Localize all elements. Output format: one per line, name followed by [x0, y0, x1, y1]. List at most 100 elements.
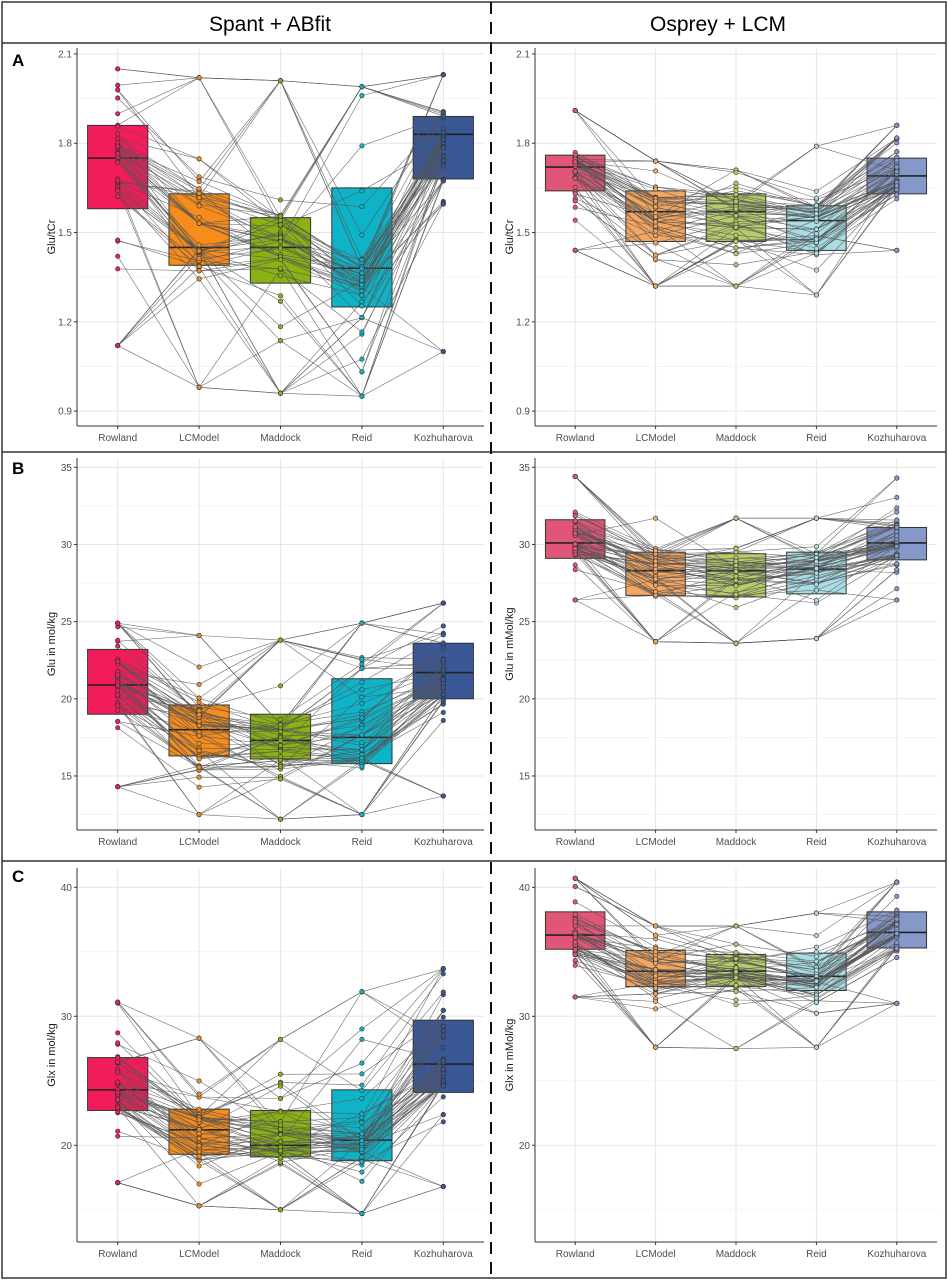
data-point-reid — [813, 1010, 819, 1016]
data-point-lcmodel — [196, 681, 202, 687]
y-tick-label: 20 — [519, 1141, 531, 1152]
data-point-reid — [359, 270, 365, 276]
data-point-kozhuharova — [894, 122, 900, 128]
data-point-kozhuharova — [440, 709, 446, 715]
x-tick-label-rowland: Rowland — [98, 1249, 137, 1260]
data-point-reid — [813, 967, 819, 973]
data-point-maddock — [733, 975, 739, 981]
data-point-reid — [359, 303, 365, 309]
data-point-kozhuharova — [440, 684, 446, 690]
x-tick-label-kozhuharova: Kozhuharova — [414, 433, 473, 444]
data-point-kozhuharova — [440, 718, 446, 724]
chart-panels: 0.9 1.2 1.5 1.8 2.1 Rowland LCModel Maddock Reid… — [46, 48, 937, 1260]
data-point-rowland — [572, 947, 578, 953]
data-point-reid — [813, 555, 819, 561]
data-point-maddock — [733, 640, 739, 646]
data-point-reid — [359, 656, 365, 662]
data-point-reid — [359, 763, 365, 769]
data-point-reid — [359, 1146, 365, 1152]
y-tick-label: 1.2 — [516, 317, 530, 328]
data-point-kozhuharova — [440, 600, 446, 606]
data-point-maddock — [277, 298, 283, 304]
data-point-kozhuharova — [894, 140, 900, 146]
data-point-kozhuharova — [894, 543, 900, 549]
data-point-rowland — [115, 999, 121, 1005]
data-point-reid — [359, 277, 365, 283]
data-point-maddock — [733, 239, 739, 245]
data-point-maddock — [733, 982, 739, 988]
data-point-kozhuharova — [440, 692, 446, 698]
x-tick-label-rowland: Rowland — [98, 837, 137, 848]
data-point-rowland — [572, 930, 578, 936]
data-point-maddock — [733, 941, 739, 947]
data-point-maddock — [277, 816, 283, 822]
x-tick-label-reid: Reid — [806, 433, 827, 444]
data-point-lcmodel — [653, 973, 659, 979]
data-point-lcmodel — [196, 242, 202, 248]
data-point-maddock — [733, 591, 739, 597]
data-point-kozhuharova — [894, 517, 900, 523]
data-point-maddock — [277, 1126, 283, 1132]
data-point-rowland — [572, 567, 578, 573]
data-point-rowland — [115, 672, 121, 678]
x-tick-label-lcmodel: LCModel — [636, 433, 676, 444]
data-point-kozhuharova — [440, 697, 446, 703]
data-point-reid — [813, 953, 819, 959]
data-point-kozhuharova — [894, 939, 900, 945]
x-tick-label-maddock: Maddock — [260, 433, 302, 444]
y-tick-label: 20 — [61, 1141, 73, 1152]
data-point-reid — [813, 597, 819, 603]
data-point-maddock — [733, 583, 739, 589]
panel-letter-c: C — [12, 867, 24, 886]
data-point-maddock — [733, 1001, 739, 1007]
data-point-lcmodel — [196, 1181, 202, 1187]
data-point-lcmodel — [196, 1143, 202, 1149]
data-point-maddock — [277, 754, 283, 760]
data-point-kozhuharova — [894, 930, 900, 936]
data-point-rowland — [572, 474, 578, 480]
data-point-reid — [359, 1111, 365, 1117]
data-point-lcmodel — [196, 276, 202, 282]
data-point-maddock — [733, 251, 739, 257]
data-point-rowland — [115, 1133, 121, 1139]
data-point-rowland — [115, 725, 121, 731]
data-point-reid — [359, 232, 365, 238]
data-point-lcmodel — [196, 255, 202, 261]
y-tick-label: 20 — [61, 694, 73, 705]
data-point-rowland — [115, 1079, 121, 1085]
data-point-rowland — [572, 168, 578, 174]
data-point-reid — [359, 1082, 365, 1088]
y-tick-label: 30 — [519, 1012, 531, 1023]
data-point-kozhuharova — [440, 1014, 446, 1020]
y-axis-title: Glx in mol/kg — [46, 1023, 58, 1087]
column-header-right: Osprey + LCM — [650, 13, 786, 36]
data-point-rowland — [115, 784, 121, 790]
data-point-rowland — [572, 883, 578, 889]
data-point-maddock — [277, 738, 283, 744]
data-point-rowland — [115, 1180, 121, 1186]
panel-a-right: 0.9 1.2 1.5 1.8 2.1 Rowland LCModel Maddock Reid… — [504, 48, 937, 444]
data-point-kozhuharova — [894, 183, 900, 189]
data-point-maddock — [733, 545, 739, 551]
data-point-reid — [813, 195, 819, 201]
data-point-maddock — [277, 1159, 283, 1165]
data-point-reid — [359, 356, 365, 362]
data-point-rowland — [572, 951, 578, 957]
data-point-lcmodel — [196, 695, 202, 701]
data-point-reid — [359, 725, 365, 731]
data-point-kozhuharova — [440, 158, 446, 164]
data-point-reid — [359, 369, 365, 375]
data-point-kozhuharova — [440, 178, 446, 184]
data-point-lcmodel — [653, 198, 659, 204]
data-point-reid — [813, 188, 819, 194]
data-point-lcmodel — [196, 174, 202, 180]
data-point-reid — [359, 292, 365, 298]
x-tick-label-maddock: Maddock — [260, 837, 302, 848]
data-point-kozhuharova — [440, 1184, 446, 1190]
data-point-kozhuharova — [440, 72, 446, 78]
y-tick-label: 35 — [61, 463, 73, 474]
data-point-kozhuharova — [440, 657, 446, 663]
data-point-maddock — [277, 390, 283, 396]
data-point-kozhuharova — [894, 192, 900, 198]
